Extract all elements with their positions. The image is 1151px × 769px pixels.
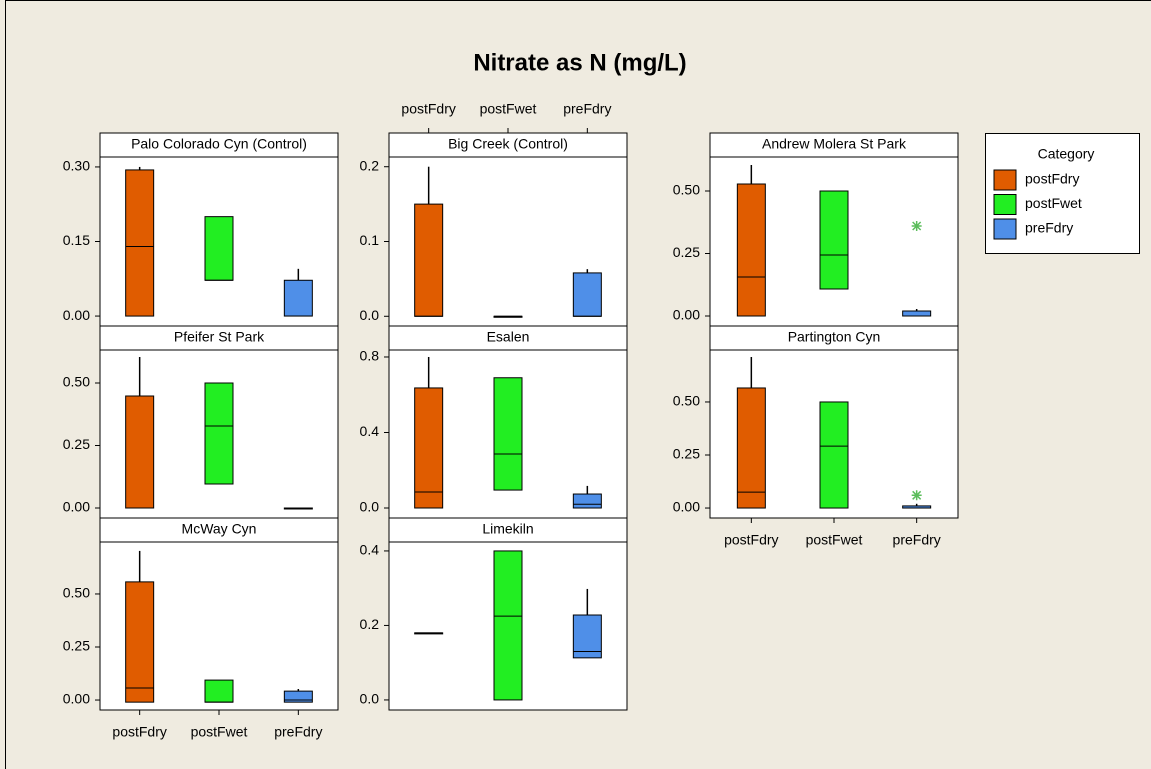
panel-title: Andrew Molera St Park [762, 136, 907, 152]
outlier [911, 490, 922, 501]
panel-header [388, 517, 628, 543]
box [736, 387, 766, 509]
y-tick-label: 0.15 [63, 232, 90, 248]
box [204, 216, 234, 281]
panel-title: Limekiln [482, 521, 533, 537]
x-tick-label: postFwet [191, 724, 248, 740]
box [125, 395, 155, 509]
y-tick-label: 0.4 [360, 423, 380, 439]
panel-title: Partington Cyn [788, 329, 881, 345]
y-tick-label: 0.2 [360, 616, 380, 632]
box [414, 203, 444, 317]
x-tick-label: preFdry [563, 101, 611, 117]
box [902, 310, 932, 317]
y-tick-label: 0.00 [63, 307, 90, 323]
legend-swatch [993, 218, 1017, 240]
y-tick-label: 0.30 [63, 158, 90, 174]
box [572, 493, 602, 509]
y-tick-label: 0.25 [673, 446, 700, 462]
x-tick-label: preFdry [274, 724, 322, 740]
box [819, 190, 849, 290]
x-tick-label: postFwet [480, 101, 537, 117]
x-tick-label: postFdry [724, 532, 778, 548]
y-tick-label: 0.0 [360, 499, 380, 515]
legend-label: postFdry [1025, 171, 1079, 187]
chart-title: Nitrate as N (mg/L) [473, 49, 686, 76]
legend-label: postFwet [1025, 195, 1082, 211]
x-tick-label: preFdry [893, 532, 941, 548]
box [414, 387, 444, 509]
panel-title: Palo Colorado Cyn (Control) [131, 136, 307, 152]
y-tick-label: 0.4 [360, 542, 380, 558]
y-tick-label: 0.00 [673, 307, 700, 323]
y-tick-label: 0.50 [673, 393, 700, 409]
box [819, 401, 849, 509]
y-tick-label: 0.00 [63, 499, 90, 515]
legend-swatch [993, 194, 1017, 215]
panel-header [99, 517, 339, 543]
y-tick-label: 0.2 [360, 157, 380, 173]
box [125, 581, 155, 703]
box [283, 690, 313, 703]
panel-title: Pfeifer St Park [174, 329, 265, 345]
panel-header [99, 325, 339, 351]
box [204, 679, 234, 703]
x-tick-label: postFwet [806, 532, 863, 548]
box [493, 377, 523, 491]
y-tick-label: 0.00 [63, 691, 90, 707]
box [572, 614, 602, 659]
panel-title: Big Creek (Control) [448, 136, 568, 152]
y-tick-label: 0.50 [63, 585, 90, 601]
y-tick-label: 0.1 [360, 232, 380, 248]
panel-title: Esalen [487, 329, 530, 345]
y-tick-label: 0.8 [360, 348, 380, 364]
y-tick-label: 0.0 [360, 691, 380, 707]
box [204, 382, 234, 485]
box [125, 169, 155, 317]
legend-swatch [993, 169, 1017, 191]
panel-title: McWay Cyn [182, 521, 257, 537]
box [736, 183, 766, 317]
legend-title: Category [1038, 146, 1095, 162]
panel-header [388, 325, 628, 351]
box [572, 272, 602, 317]
panel-header [709, 132, 959, 158]
y-tick-label: 0.25 [673, 244, 700, 260]
box [493, 550, 523, 701]
y-tick-label: 0.00 [673, 499, 700, 515]
outlier [911, 221, 922, 231]
y-tick-label: 0.0 [360, 307, 380, 323]
x-tick-label: postFdry [112, 724, 166, 740]
y-tick-label: 0.25 [63, 638, 90, 654]
y-tick-label: 0.25 [63, 436, 90, 452]
box [283, 279, 313, 317]
panel-header [709, 325, 959, 351]
y-tick-label: 0.50 [63, 374, 90, 390]
y-tick-label: 0.50 [673, 182, 700, 198]
legend-label: preFdry [1025, 220, 1073, 236]
x-tick-label: postFdry [401, 101, 455, 117]
